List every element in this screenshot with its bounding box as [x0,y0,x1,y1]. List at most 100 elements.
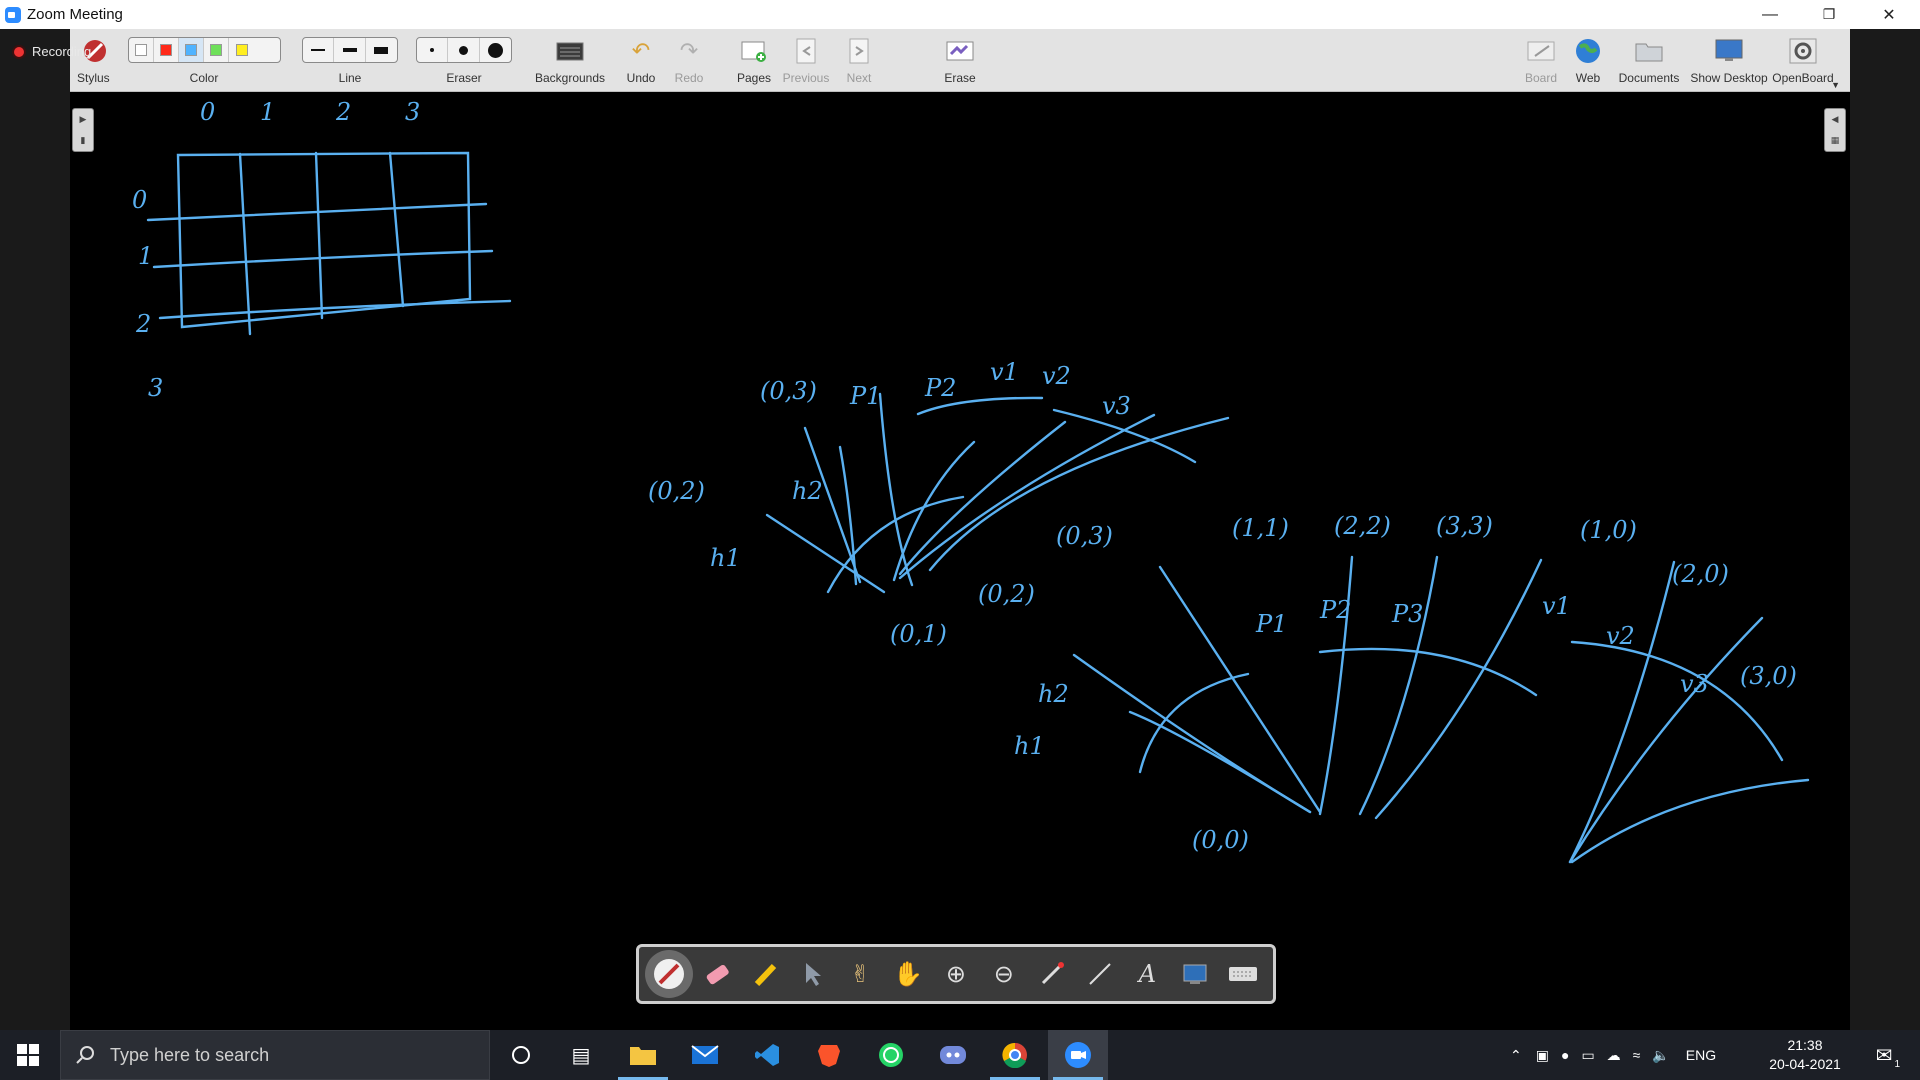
text-tool-button[interactable]: A [1123,950,1171,998]
board-label: Board [1524,71,1558,85]
stroke [1158,565,1322,814]
documents-mode-button[interactable]: Documents [1616,29,1682,92]
task-view-button[interactable]: ▤ [556,1030,606,1080]
color-green[interactable] [204,38,229,62]
ink-note: h1 [710,544,741,572]
grid-col-label: 2 [336,98,352,126]
eraser-large[interactable] [480,38,511,62]
grid-row-label: 0 [132,186,148,214]
board-mode-button[interactable]: Board [1520,29,1562,92]
color-palette [128,37,281,63]
whiteboard-canvas[interactable]: ▶ ▮ ◀ ▦ [70,92,1850,1030]
eraser-medium[interactable] [448,38,480,62]
line-thick[interactable] [366,38,397,62]
line-medium[interactable] [334,38,366,62]
zoom-right-margin [1850,29,1920,1030]
camera-icon[interactable]: ▣ [1535,1046,1549,1063]
pages-button[interactable]: Pages [728,29,780,92]
erase-button[interactable]: Erase [938,29,982,92]
restore-button[interactable]: ❐ [1800,0,1858,29]
grid-row-label: 2 [136,310,152,338]
eraser-tool-button[interactable] [693,950,741,998]
vscode-taskbar-button[interactable] [742,1030,792,1080]
openboard-menu-button[interactable]: OpenBoard ▼ [1768,29,1840,92]
undo-button[interactable]: ↶ Undo [616,29,666,92]
selector-tool-button[interactable] [789,950,837,998]
right-panel-toggle[interactable]: ◀ ▦ [1824,108,1846,152]
virtual-keyboard-tool-button[interactable] [1219,950,1267,998]
chrome-taskbar-button[interactable] [990,1030,1040,1080]
stroke [1128,710,1312,814]
cortana-button[interactable] [496,1030,546,1080]
text-icon: A [1138,960,1157,988]
brave-taskbar-button[interactable] [804,1030,854,1080]
action-center-button[interactable]: ✉ 1 [1862,1030,1906,1080]
show-hidden-icons-chevron-icon[interactable]: ⌃ [1510,1046,1522,1063]
openboard-menu-arrow-icon: ▼ [1831,80,1840,90]
line-thin[interactable] [303,38,335,62]
ink-note: (3,0) [1740,662,1797,690]
minimize-button[interactable]: — [1741,0,1799,29]
system-tray: ⌃ ▣ ● ▭ ☁ ≈ 🔈 ENG [1510,1030,1716,1080]
next-button[interactable]: Next [834,29,884,92]
color-label: Color [189,71,219,85]
discord-taskbar-button[interactable] [928,1030,978,1080]
documents-label: Documents [1618,71,1680,85]
show-desktop-button[interactable]: Show Desktop [1688,29,1770,92]
taskbar-clock[interactable]: 21:38 20-04-2021 [1762,1036,1848,1074]
color-blue[interactable] [179,38,204,62]
running-indicator [990,1077,1040,1080]
stroke [892,440,976,582]
ink-note: v2 [1606,622,1635,650]
stylus-tool[interactable]: Stylus [70,29,116,92]
battery-icon[interactable]: ▭ [1581,1046,1595,1063]
marker-tool-button[interactable] [741,950,789,998]
eraser-small[interactable] [417,38,449,62]
stroke [1358,555,1439,816]
hand-tool-button[interactable]: ✋ [884,950,932,998]
recording-indicator[interactable]: Recording [14,44,91,59]
search-icon [76,1046,94,1064]
close-button[interactable]: ✕ [1860,0,1918,29]
color-yellow[interactable] [229,38,254,62]
mail-taskbar-button[interactable] [680,1030,730,1080]
ink-note: P2 [925,374,957,402]
web-mode-button[interactable]: Web [1568,29,1608,92]
zoom-left-margin [0,29,70,1030]
color-red[interactable] [154,38,179,62]
backgrounds-button[interactable]: Backgrounds [532,29,608,92]
cortana-circle-icon [512,1046,530,1064]
volume-icon[interactable]: 🔈 [1652,1046,1670,1063]
openboard-toolbar: Stylus Color Line Eraser Backgrounds ↶ U… [70,29,1850,92]
laser-pointer-tool-button[interactable] [1028,950,1076,998]
zoom-out-tool-button[interactable]: ⊖ [980,950,1028,998]
previous-button[interactable]: Previous [776,29,836,92]
ink-labels: 0 1 2 3 0 1 2 3 (0,3) P1 P2 v1 v2 v3 (0,… [70,92,1850,1030]
zoom-taskbar-button[interactable] [1048,1030,1108,1080]
folder-icon [1634,36,1664,66]
onedrive-cloud-icon[interactable]: ☁ [1606,1046,1621,1063]
left-panel-toggle[interactable]: ▶ ▮ [72,108,94,152]
discord-icon [940,1046,966,1064]
stylus-icon [80,36,110,66]
microphone-icon[interactable]: ● [1560,1047,1570,1063]
wifi-icon[interactable]: ≈ [1632,1047,1641,1063]
start-button[interactable] [0,1030,56,1080]
language-indicator[interactable]: ENG [1685,1047,1717,1063]
grid-vline [314,151,324,320]
redo-button[interactable]: ↷ Redo [664,29,714,92]
line-tool-button[interactable] [1076,950,1124,998]
taskbar-search-box[interactable]: Type here to search [60,1030,490,1080]
pen-tool-button[interactable] [645,950,693,998]
mail-icon [691,1045,719,1064]
interact-tool-button[interactable]: ✌ [836,950,884,998]
whatsapp-taskbar-button[interactable] [866,1030,916,1080]
color-white[interactable] [129,38,154,62]
title-bar: Zoom Meeting — ❐ ✕ [0,0,1920,29]
eraser-icon [706,964,729,985]
capture-tool-button[interactable] [1171,950,1219,998]
next-label: Next [846,71,872,85]
recording-dot-icon [14,46,24,57]
file-explorer-taskbar-button[interactable] [618,1030,668,1080]
zoom-in-tool-button[interactable]: ⊕ [932,950,980,998]
